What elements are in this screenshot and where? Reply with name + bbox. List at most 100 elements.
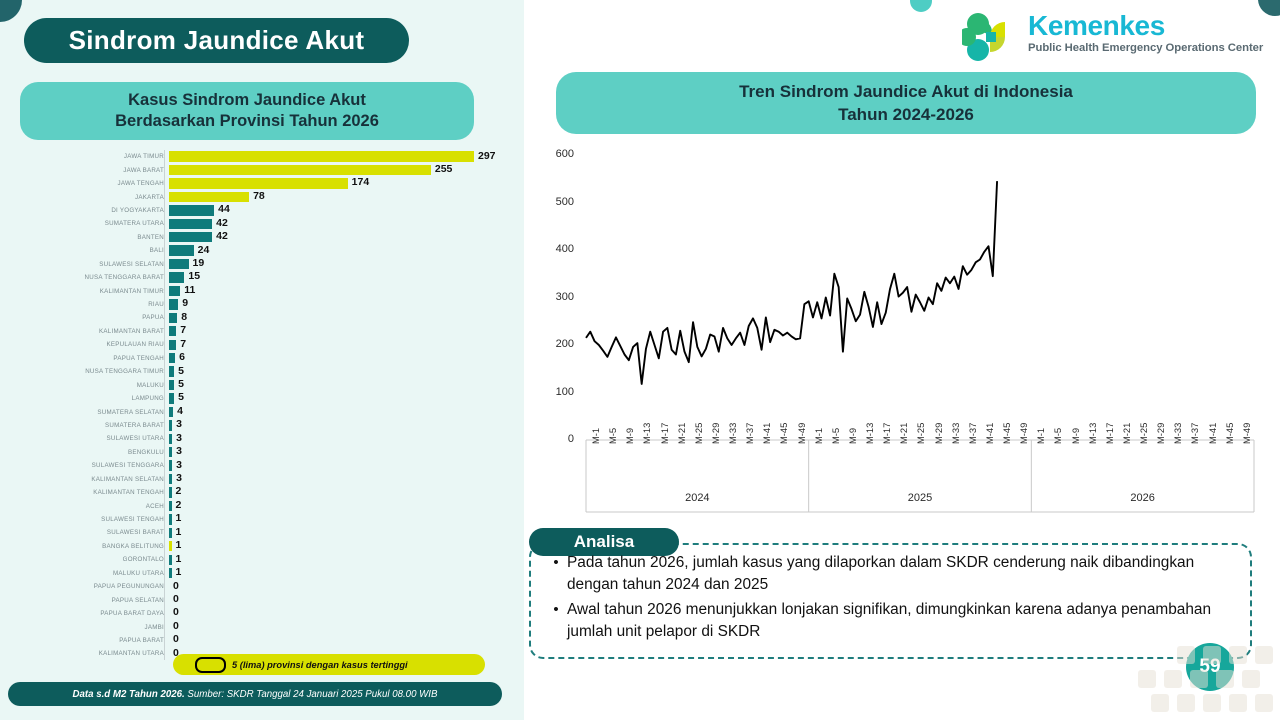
bar-category-label: KALIMANTAN TENGAH	[93, 489, 164, 497]
bar-fill	[169, 473, 173, 485]
bar-value-label: 0	[173, 579, 179, 592]
x-axis-tick-label: M-33	[949, 422, 961, 444]
bullet-icon: •	[553, 601, 559, 618]
bar-track: 1	[169, 512, 514, 526]
bar-fill	[169, 299, 179, 310]
corner-decoration-top-right	[1258, 0, 1280, 16]
bar-track: 44	[169, 203, 514, 217]
bar-category-label: PAPUA TENGAH	[113, 354, 164, 362]
bar-value-label: 19	[192, 257, 205, 269]
line-chart-title: Tren Sindrom Jaundice Akut di Indonesia …	[556, 72, 1256, 134]
bar-track: 0	[169, 580, 514, 593]
x-axis-tick-label: M-21	[675, 422, 687, 444]
bar-chart-legend: 5 (lima) provinsi dengan kasus tertinggi	[173, 654, 485, 675]
kemenkes-logo: Kemenkes Public Health Emergency Operati…	[958, 8, 1270, 70]
bar-fill	[169, 406, 174, 418]
x-axis-tick-label: M-41	[761, 422, 773, 444]
x-axis-tick-label: M-29	[1155, 422, 1167, 444]
bar-fill	[169, 164, 431, 176]
bar-track: 297	[169, 150, 514, 163]
bar-value-label: 1	[175, 512, 182, 525]
bar-row: SULAWESI SELATAN 19	[14, 257, 514, 271]
legend-label: 5 (lima) provinsi dengan kasus tertinggi	[232, 659, 408, 670]
x-axis-tick-label: M-17	[658, 422, 670, 444]
analisa-item-text: Awal tahun 2026 menunjukkan lonjakan sig…	[567, 601, 1212, 640]
bar-fill	[169, 379, 175, 391]
bar-fill	[169, 326, 177, 337]
bar-row: PAPUA BARAT DAYA 0	[14, 606, 514, 620]
bar-track: 1	[169, 539, 514, 553]
footer-text: Data s.d M2 Tahun 2026. Sumber: SKDR Tan…	[73, 689, 438, 700]
bar-track: 78	[169, 190, 514, 203]
bar-category-label: MALUKU UTARA	[112, 569, 164, 577]
bar-chart-title-line2: Berdasarkan Provinsi Tahun 2026	[115, 112, 379, 130]
bar-value-label: 6	[179, 351, 185, 364]
x-axis-tick-label: M-37	[966, 422, 978, 444]
bar-row: KALIMANTAN TIMUR 11	[14, 284, 514, 297]
bar-category-label: GORONTALO	[122, 556, 164, 564]
bar-fill	[169, 567, 172, 579]
bar-value-label: 5	[178, 391, 184, 404]
bar-row: RIAU 9	[14, 297, 514, 311]
bar-value-label: 7	[180, 337, 187, 350]
analisa-item-text: Pada tahun 2026, jumlah kasus yang dilap…	[567, 554, 1195, 593]
bar-track: 2	[169, 485, 514, 499]
x-axis-tick-label: M-9	[624, 427, 636, 444]
bar-track: 0	[169, 606, 514, 620]
bar-row: LAMPUNG 5	[14, 391, 514, 405]
bar-fill	[169, 352, 176, 364]
bar-value-label: 3	[176, 431, 182, 444]
x-axis-tick-label: M-9	[1069, 427, 1081, 444]
bar-value-label: 0	[173, 592, 179, 605]
bar-category-label: SULAWESI TENGGARA	[91, 462, 164, 470]
bar-value-label: 2	[175, 485, 182, 498]
bar-row: KALIMANTAN TENGAH 2	[14, 485, 514, 499]
bar-value-label: 11	[184, 283, 196, 296]
bar-value-label: 1	[175, 525, 182, 538]
bar-value-label: 42	[216, 216, 228, 229]
x-axis-tick-label: M-33	[1172, 422, 1184, 444]
bar-row: JAWA TIMUR 297	[14, 150, 514, 163]
bar-fill	[169, 527, 172, 539]
bar-category-label: JAKARTA	[134, 193, 164, 201]
bar-track: 19	[169, 257, 514, 271]
bar-value-label: 78	[253, 189, 265, 202]
bar-track: 0	[169, 593, 514, 606]
bar-track: 174	[169, 176, 514, 190]
bar-row: SUMATERA BARAT 3	[14, 418, 514, 432]
bar-track: 11	[169, 284, 514, 297]
x-axis-tick-label: M-33	[727, 422, 739, 444]
bar-category-label: JAWA TIMUR	[123, 153, 164, 161]
bar-fill	[169, 447, 173, 458]
bar-row: JAWA BARAT 255	[14, 163, 514, 176]
bar-value-label: 0	[173, 646, 179, 659]
bar-row: DI YOGYAKARTA 44	[14, 203, 514, 217]
bar-row: PAPUA 8	[14, 311, 514, 324]
bar-category-label: SULAWESI TENGAH	[101, 516, 164, 524]
y-axis-tick-label: 400	[555, 243, 574, 255]
bar-value-label: 174	[351, 176, 370, 189]
bar-track: 6	[169, 351, 514, 365]
kemenkes-logo-name: Kemenkes	[1028, 10, 1165, 41]
bar-fill	[169, 339, 177, 350]
bar-value-label: 0	[173, 606, 179, 619]
bar-category-label: SULAWESI SELATAN	[99, 260, 164, 268]
bar-row: PAPUA SELATAN 0	[14, 593, 514, 606]
bar-row: PAPUA PEGUNUNGAN 0	[14, 580, 514, 593]
bar-category-label: BANTEN	[137, 233, 164, 241]
bar-fill	[169, 312, 178, 324]
bar-row: NUSA TENGGARA BARAT 15	[14, 270, 514, 284]
x-axis-tick-label: M-25	[692, 422, 704, 444]
line-chart: 0 100 200 300 400 500 600 M-1 M-5 M-9 M-13 M-17 M-21…	[524, 140, 1280, 520]
bar-row: JAKARTA 78	[14, 190, 514, 203]
kemenkes-clover-icon	[958, 13, 1005, 61]
bar-chart-title: Kasus Sindrom Jaundice Akut Berdasarkan …	[20, 82, 474, 140]
bar-row: PAPUA BARAT 0	[14, 633, 514, 647]
bar-fill	[169, 151, 474, 162]
bar-value-label: 15	[188, 270, 201, 283]
x-axis-tick-label: M-45	[1001, 422, 1013, 444]
analisa-list: • Pada tahun 2026, jumlah kasus yang dila…	[545, 552, 1245, 646]
bar-category-label: PAPUA	[142, 314, 164, 322]
x-axis-tick-label: M-37	[1189, 422, 1201, 444]
x-axis-tick-label: M-21	[898, 422, 910, 444]
